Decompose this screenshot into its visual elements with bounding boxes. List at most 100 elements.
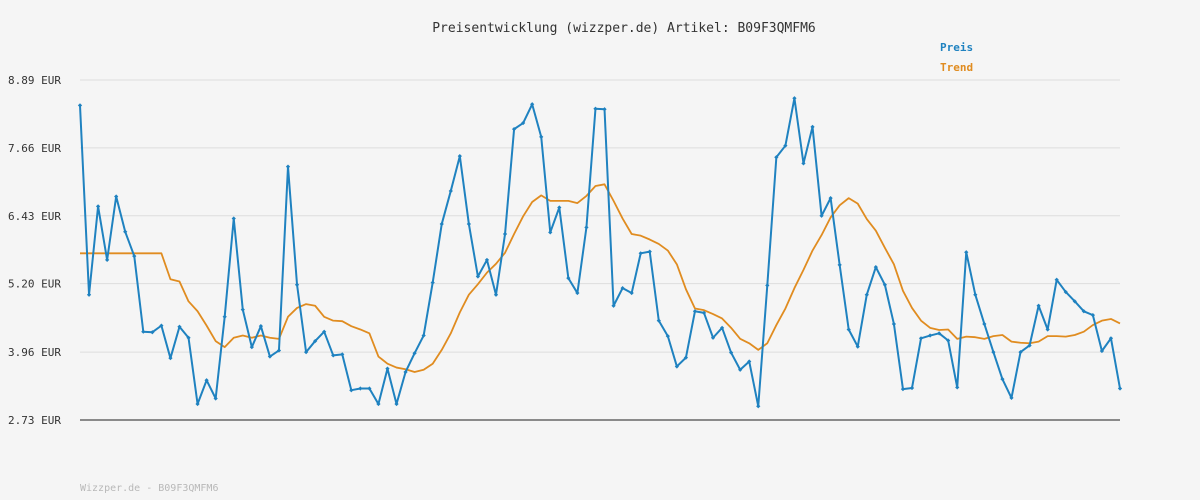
data-point [267, 354, 273, 359]
data-point [1090, 313, 1095, 318]
legend-item-trend: Trend [940, 61, 973, 74]
data-point [783, 143, 788, 148]
data-point [177, 324, 182, 329]
footer-credit: Wizzper.de - B09F3QMFM6 [80, 483, 218, 494]
data-point [593, 106, 598, 111]
data-point [222, 314, 227, 319]
data-point [1027, 343, 1032, 348]
data-point [186, 335, 191, 340]
legend: Preis Trend [940, 41, 973, 74]
data-point [331, 353, 336, 358]
chart-title: Preisentwicklung (wizzper.de) Artikel: B… [432, 21, 816, 36]
data-point [240, 307, 245, 312]
data-point [421, 333, 426, 338]
data-point [448, 188, 453, 194]
data-point [909, 385, 915, 391]
data-point [439, 221, 444, 227]
data-point [810, 124, 815, 130]
data-point [575, 290, 580, 296]
data-point [602, 107, 607, 112]
data-point [584, 225, 589, 230]
data-point [665, 333, 670, 339]
data-point [801, 161, 806, 166]
data-point [231, 216, 236, 221]
data-point [466, 221, 471, 227]
data-point [159, 323, 164, 328]
data-point [973, 292, 978, 297]
data-point [864, 292, 869, 297]
data-point [1081, 309, 1086, 314]
data-point [1063, 289, 1068, 295]
data-point [86, 292, 92, 297]
data-point [313, 338, 318, 344]
data-point [819, 213, 824, 218]
data-point [294, 282, 300, 287]
data-point [376, 401, 381, 407]
series-layer [77, 96, 1123, 409]
data-point [367, 386, 372, 391]
series-line-trend [80, 183, 1121, 373]
data-point [1108, 336, 1114, 341]
data-point [692, 309, 698, 314]
data-point [114, 194, 119, 199]
data-point [846, 327, 851, 332]
data-point [168, 356, 173, 361]
data-point [105, 257, 110, 263]
data-point [141, 329, 146, 334]
data-point [1009, 395, 1014, 401]
data-point [765, 283, 770, 288]
data-point [539, 134, 544, 139]
data-point [276, 348, 282, 353]
data-point [701, 310, 707, 316]
data-point [937, 331, 942, 336]
data-point [774, 155, 779, 160]
data-point [828, 195, 833, 201]
data-point [285, 164, 291, 169]
data-point [493, 292, 499, 297]
data-point [991, 349, 996, 355]
data-point [95, 204, 101, 209]
data-point [1054, 277, 1059, 282]
data-point [982, 321, 987, 327]
y-tick-label: 5.20 EUR [8, 278, 61, 291]
data-point [123, 229, 128, 234]
data-point [394, 401, 399, 407]
y-axis-ticks: 8.89 EUR 7.66 EUR 6.43 EUR 5.20 EUR 3.96 EUR… [8, 74, 61, 427]
data-point [213, 396, 218, 401]
data-point [873, 264, 878, 270]
data-point [729, 350, 734, 355]
data-point [946, 338, 951, 343]
data-point [77, 103, 83, 108]
data-point [502, 231, 508, 237]
data-point [891, 321, 897, 327]
data-point [955, 385, 960, 390]
y-tick-label: 3.96 EUR [8, 346, 61, 359]
data-point [195, 401, 200, 407]
data-point [927, 333, 933, 338]
data-point [1000, 377, 1005, 382]
data-point [1018, 349, 1023, 355]
data-point [475, 274, 481, 279]
data-point [738, 367, 743, 372]
data-point [855, 344, 860, 349]
series-line-preis [79, 97, 1121, 408]
data-point [340, 352, 345, 357]
data-point [258, 324, 263, 329]
data-point [1117, 386, 1123, 391]
data-point [656, 318, 661, 323]
data-point [1099, 348, 1105, 354]
data-point [322, 329, 327, 334]
data-point [1036, 303, 1041, 308]
data-point [620, 285, 625, 291]
data-point [358, 386, 363, 391]
data-point [412, 351, 417, 356]
data-point [1072, 299, 1077, 304]
data-point [882, 282, 887, 287]
data-point [683, 355, 689, 360]
data-point [710, 335, 716, 340]
data-point [756, 404, 761, 409]
data-point [792, 96, 797, 101]
data-point [385, 366, 390, 371]
data-point [204, 378, 209, 383]
